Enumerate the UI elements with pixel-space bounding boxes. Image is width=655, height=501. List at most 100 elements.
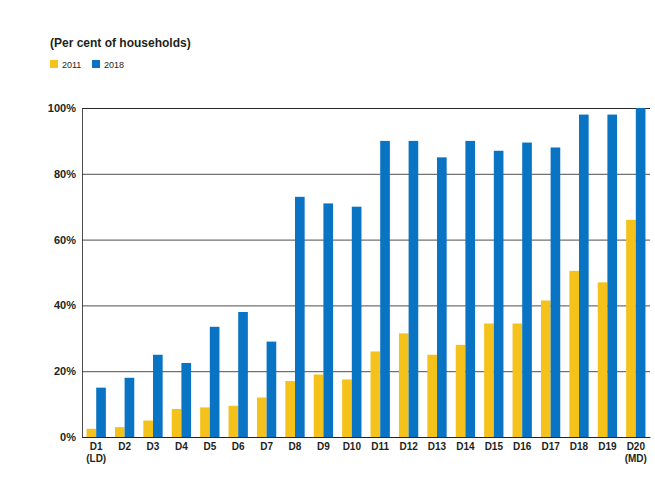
- x-tick: D6: [232, 437, 245, 452]
- bar: [371, 351, 381, 437]
- x-tick-label-line: D2: [118, 441, 131, 452]
- grid-line: [82, 240, 650, 241]
- bar: [522, 143, 532, 437]
- x-tick: D17: [541, 437, 560, 452]
- x-tick: D1(LD): [86, 437, 106, 464]
- grid-line: [82, 108, 650, 109]
- x-tick-label: D20(MD): [625, 441, 647, 464]
- x-tick: D12: [399, 437, 418, 452]
- y-tick-label: 0%: [60, 431, 76, 443]
- x-tick-label: D10: [343, 441, 362, 452]
- x-tick-label: D9: [317, 441, 330, 452]
- y-tick-label: 40%: [54, 299, 76, 311]
- bar: [238, 312, 248, 437]
- x-tick-label: D6: [232, 441, 245, 452]
- bar: [494, 151, 504, 437]
- bar: [257, 398, 267, 437]
- x-tick-label-line: D1: [90, 441, 103, 452]
- bar: [579, 115, 589, 437]
- x-tick-label: D12: [399, 441, 418, 452]
- bar: [607, 115, 617, 437]
- x-tick: D10: [343, 437, 362, 452]
- x-tick-label: D14: [456, 441, 475, 452]
- x-tick-label: D13: [428, 441, 447, 452]
- bar: [285, 381, 295, 437]
- plot: 0% 20% 40% 60% 80% 100% D1(LD) D2 D3 D4 D5 D6 D7 D8 D9…: [48, 102, 651, 464]
- x-tick: D4: [175, 437, 188, 452]
- x-tick-label-line: (LD): [86, 453, 106, 464]
- x-tick-label: D1(LD): [86, 441, 106, 464]
- y-tick-label: 20%: [54, 365, 76, 377]
- x-tick: D14: [456, 437, 475, 452]
- x-tick-label-line: D9: [317, 441, 330, 452]
- x-tick: D2: [118, 437, 131, 452]
- x-axis: D1(LD) D2 D3 D4 D5 D6 D7 D8 D9 D10 D11 D12 D13 D14 D15…: [83, 437, 651, 464]
- x-tick-label-line: D13: [428, 441, 447, 452]
- y-axis-line: [83, 109, 651, 438]
- x-tick-label-line: D10: [343, 441, 362, 452]
- x-tick-label: D17: [541, 441, 560, 452]
- bar: [115, 427, 125, 437]
- x-tick-label-line: D18: [570, 441, 589, 452]
- bar: [437, 157, 447, 437]
- grid-line: [82, 371, 650, 372]
- x-tick-label: D18: [570, 441, 589, 452]
- bar: [96, 388, 106, 437]
- x-tick-label-line: D3: [147, 441, 160, 452]
- y-tick-label: 80%: [54, 168, 76, 180]
- legend-label: 2018: [104, 60, 124, 70]
- legend: 20112018: [50, 60, 124, 70]
- legend-swatch: [50, 60, 58, 68]
- bar: [598, 282, 608, 437]
- bar: [626, 220, 636, 437]
- x-tick-label: D19: [598, 441, 617, 452]
- bar: [551, 147, 561, 437]
- x-tick-label: D11: [371, 441, 389, 452]
- y-tick-label: 60%: [54, 234, 76, 246]
- x-tick: D7: [260, 437, 273, 452]
- bar: [513, 323, 523, 437]
- series: [96, 108, 645, 437]
- x-tick-label-line: D14: [456, 441, 475, 452]
- x-tick-label: D16: [513, 441, 532, 452]
- x-tick: D5: [203, 437, 216, 452]
- bar: [636, 108, 646, 437]
- y-tick-label: 100%: [48, 102, 76, 114]
- bar: [229, 406, 239, 437]
- x-tick-label-line: D5: [203, 441, 216, 452]
- y-tick: 80%: [54, 168, 650, 180]
- bar: [172, 409, 182, 437]
- x-tick-label: D8: [289, 441, 302, 452]
- bar: [87, 429, 97, 437]
- bar: [323, 203, 333, 437]
- bar: [295, 197, 305, 437]
- x-tick: D8: [289, 437, 302, 452]
- bar: [352, 207, 362, 437]
- x-tick: D15: [485, 437, 504, 452]
- bar: [484, 323, 494, 437]
- x-tick: D16: [513, 437, 532, 452]
- x-tick-label-line: D20: [627, 441, 646, 452]
- x-tick: D19: [598, 437, 617, 452]
- grid-line: [82, 174, 650, 175]
- x-tick-label: D7: [260, 441, 273, 452]
- bar: [153, 355, 163, 437]
- x-tick-label-line: D12: [399, 441, 418, 452]
- x-tick-label: D15: [485, 441, 504, 452]
- x-axis-line: [83, 437, 651, 438]
- x-tick: D9: [317, 437, 330, 452]
- x-tick-label-line: D17: [541, 441, 560, 452]
- x-tick-label: D2: [118, 441, 131, 452]
- x-tick: D3: [147, 437, 160, 452]
- x-tick-label-line: D7: [260, 441, 273, 452]
- bar: [427, 355, 437, 437]
- bar: [569, 271, 579, 437]
- y-axis: 0% 20% 40% 60% 80% 100%: [48, 102, 650, 443]
- x-tick-label-line: D16: [513, 441, 532, 452]
- bar: [210, 327, 220, 437]
- chart: (Per cent of households)201120180%20%40%…: [0, 0, 655, 501]
- bar: [267, 342, 277, 437]
- legend-swatch: [92, 60, 100, 68]
- x-tick: D13: [428, 437, 447, 452]
- grid-line: [82, 305, 650, 306]
